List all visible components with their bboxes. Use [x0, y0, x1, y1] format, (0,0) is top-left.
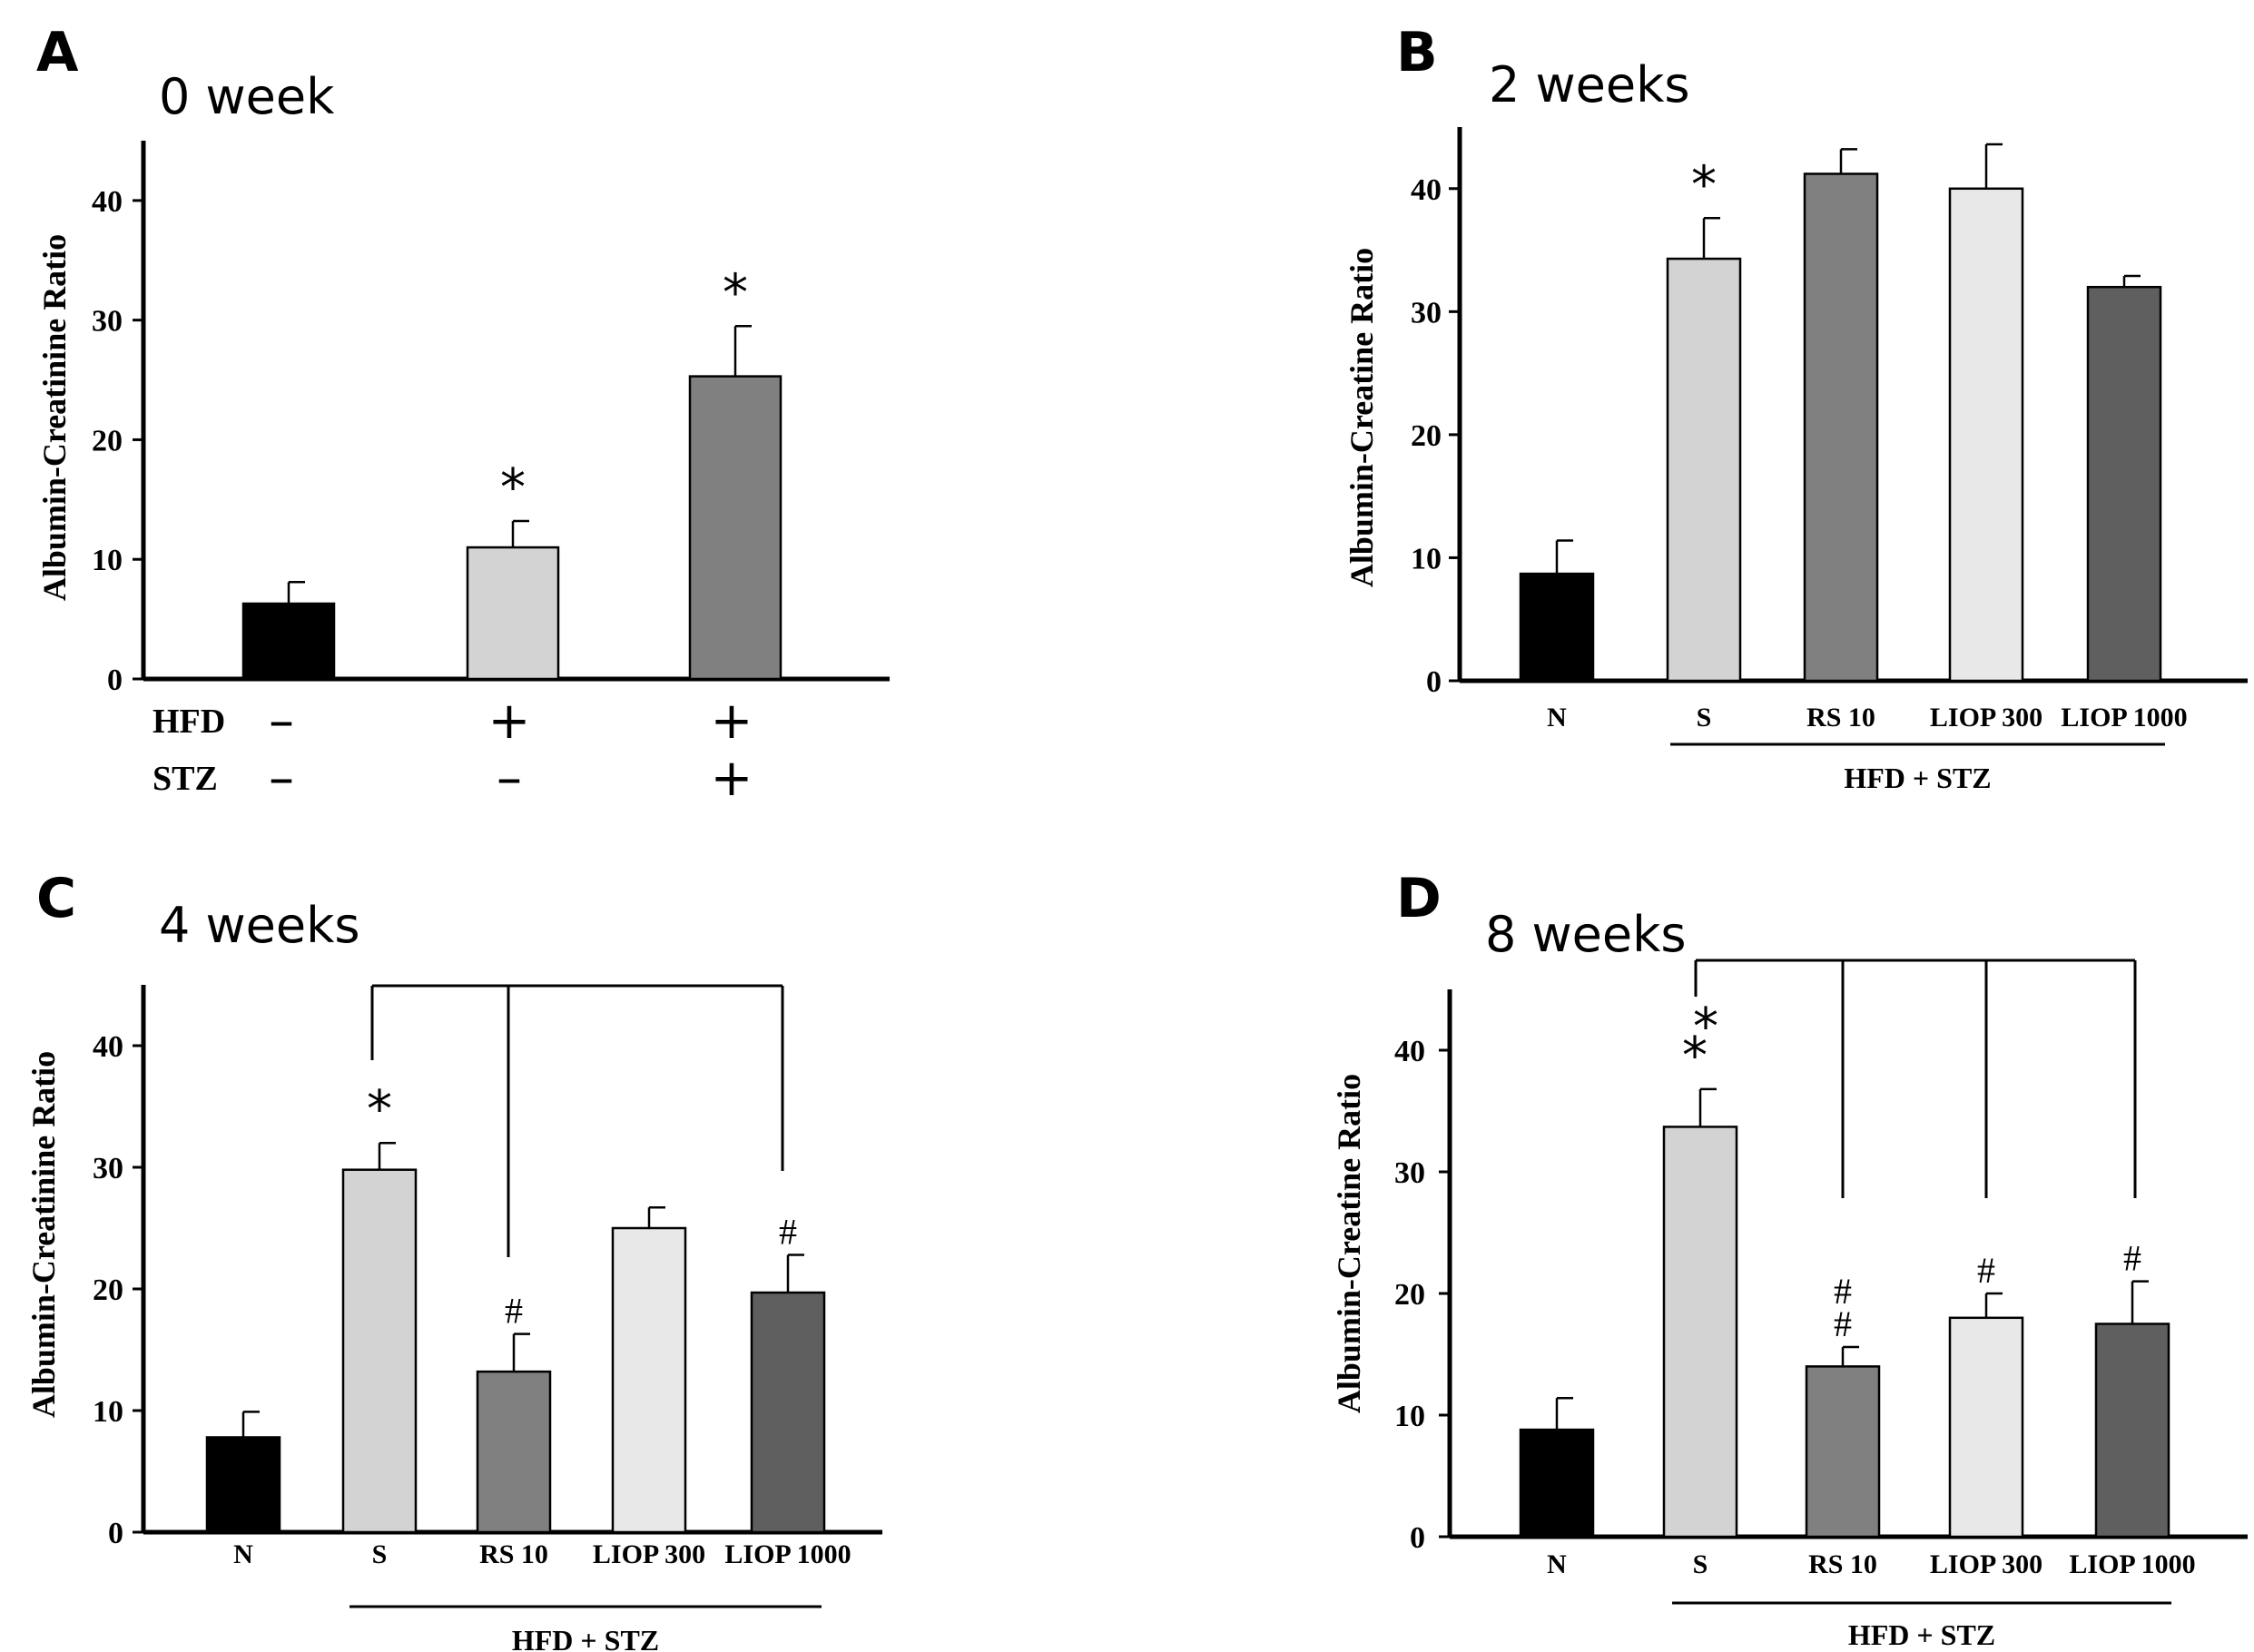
y-tick-label: 10 — [92, 544, 123, 577]
y-tick-label: 20 — [1394, 1278, 1425, 1312]
bar — [1948, 1316, 2024, 1539]
y-tick-label: 0 — [108, 1517, 123, 1550]
panel-letter: A — [36, 21, 79, 84]
y-tick-label: 30 — [1394, 1156, 1425, 1190]
bar — [341, 1168, 418, 1534]
y-tick-label: 20 — [93, 1273, 123, 1307]
category-label: LIOP 300 — [1930, 1549, 2042, 1579]
y-tick-label: 20 — [92, 424, 123, 457]
y-tick-label: 40 — [1394, 1035, 1425, 1068]
treatment-mark: – — [269, 749, 294, 808]
panel-letter: C — [36, 867, 76, 930]
y-axis-label: Albumin-Creatine Ratio — [1331, 1074, 1367, 1413]
category-label: LIOP 1000 — [2061, 703, 2187, 733]
y-tick-label: 40 — [93, 1030, 123, 1064]
significance-star: * — [1691, 155, 1717, 214]
bar — [205, 1436, 281, 1534]
panel-letter: B — [1396, 21, 1438, 84]
y-axis-label: Albumin-Creatinine Ratio — [25, 1051, 62, 1418]
panel-title: 2 weeks — [1489, 56, 1690, 113]
panel-a: A 0 week Albumin-Creatinine Ratio 0 10 20 30 40… — [36, 21, 890, 808]
y-tick-label: 0 — [1410, 1521, 1425, 1555]
category-label: RS 10 — [479, 1539, 548, 1569]
category-label: LIOP 1000 — [724, 1539, 851, 1569]
bar — [688, 375, 783, 681]
group-label: HFD + STZ — [1848, 1618, 1995, 1651]
bar — [2094, 1323, 2170, 1539]
y-tick-label: 30 — [93, 1152, 123, 1185]
panel-c: C 4 weeks Albumin-Creatinine Ratio 0 10 20 30 4… — [25, 867, 882, 1652]
group-label: HFD + STZ — [512, 1624, 659, 1652]
category-label: N — [233, 1539, 253, 1569]
panel-title: 4 weeks — [159, 897, 360, 954]
significance-hash: # — [1834, 1303, 1852, 1344]
category-label: LIOP 300 — [1930, 703, 2042, 733]
category-label: LIOP 300 — [593, 1539, 705, 1569]
y-tick-label: 30 — [92, 305, 123, 339]
bar — [1519, 1428, 1595, 1539]
category-label: S — [1697, 703, 1712, 733]
bar — [1662, 1126, 1738, 1539]
y-tick-label: 40 — [1411, 173, 1442, 207]
bar — [1519, 572, 1595, 683]
treatment-mark: – — [269, 692, 294, 751]
bar — [2086, 285, 2162, 683]
significance-hash: # — [1834, 1271, 1852, 1312]
panel-d: D 8 weeks Albumin-Creatine Ratio 0 10 20 30 40 N… — [1331, 867, 2248, 1651]
bar — [750, 1291, 826, 1534]
treatment-mark: + — [488, 692, 531, 751]
bar — [476, 1370, 552, 1534]
significance-star: * — [367, 1080, 392, 1139]
significance-star: * — [500, 458, 526, 517]
y-axis-label: Albumin-Creatinine Ratio — [36, 234, 73, 601]
bar — [241, 602, 336, 681]
panel-title: 0 week — [159, 68, 335, 125]
y-tick-label: 40 — [92, 185, 123, 219]
y-tick-label: 10 — [1411, 542, 1442, 575]
category-label: LIOP 1000 — [2069, 1549, 2195, 1579]
y-tick-label: 0 — [1426, 665, 1442, 699]
y-tick-label: 10 — [93, 1395, 123, 1429]
significance-hash: # — [1977, 1250, 1995, 1291]
comparison-bracket-d — [1694, 959, 2137, 1198]
bar — [1948, 187, 2024, 683]
treatment-mark: + — [711, 692, 753, 751]
panel-b: B 2 weeks Albumin-Creatine Ratio 0 10 20 30 40 N… — [1344, 21, 2248, 794]
category-label: RS 10 — [1806, 703, 1875, 733]
bar — [466, 546, 560, 681]
bar — [1666, 257, 1742, 683]
category-label: N — [1547, 1549, 1567, 1579]
category-label: N — [1547, 703, 1567, 733]
bar — [1803, 172, 1879, 683]
treatment-mark: – — [497, 749, 522, 808]
category-label: S — [1693, 1549, 1708, 1579]
bar — [1805, 1365, 1881, 1539]
significance-hash: # — [505, 1291, 523, 1332]
category-label: S — [372, 1539, 388, 1569]
y-axis-label: Albumin-Creatine Ratio — [1344, 248, 1380, 587]
significance-hash: # — [2123, 1238, 2141, 1279]
y-tick-label: 30 — [1411, 296, 1442, 329]
y-tick-label: 20 — [1411, 419, 1442, 453]
significance-hash: # — [779, 1211, 797, 1252]
treatment-row-label: STZ — [153, 760, 218, 798]
panel-letter: D — [1396, 867, 1442, 930]
significance-star: * — [1693, 998, 1718, 1057]
group-label: HFD + STZ — [1844, 762, 1991, 794]
category-label: RS 10 — [1808, 1549, 1877, 1579]
bar — [611, 1226, 687, 1534]
panel-title: 8 weeks — [1485, 906, 1687, 963]
treatment-row-label: HFD — [153, 703, 225, 741]
y-tick-label: 10 — [1394, 1400, 1425, 1433]
treatment-mark: + — [711, 749, 753, 808]
comparison-bracket-c — [370, 984, 784, 1257]
significance-star: * — [1682, 1027, 1708, 1086]
y-tick-label: 0 — [107, 664, 123, 697]
significance-star: * — [723, 263, 748, 322]
